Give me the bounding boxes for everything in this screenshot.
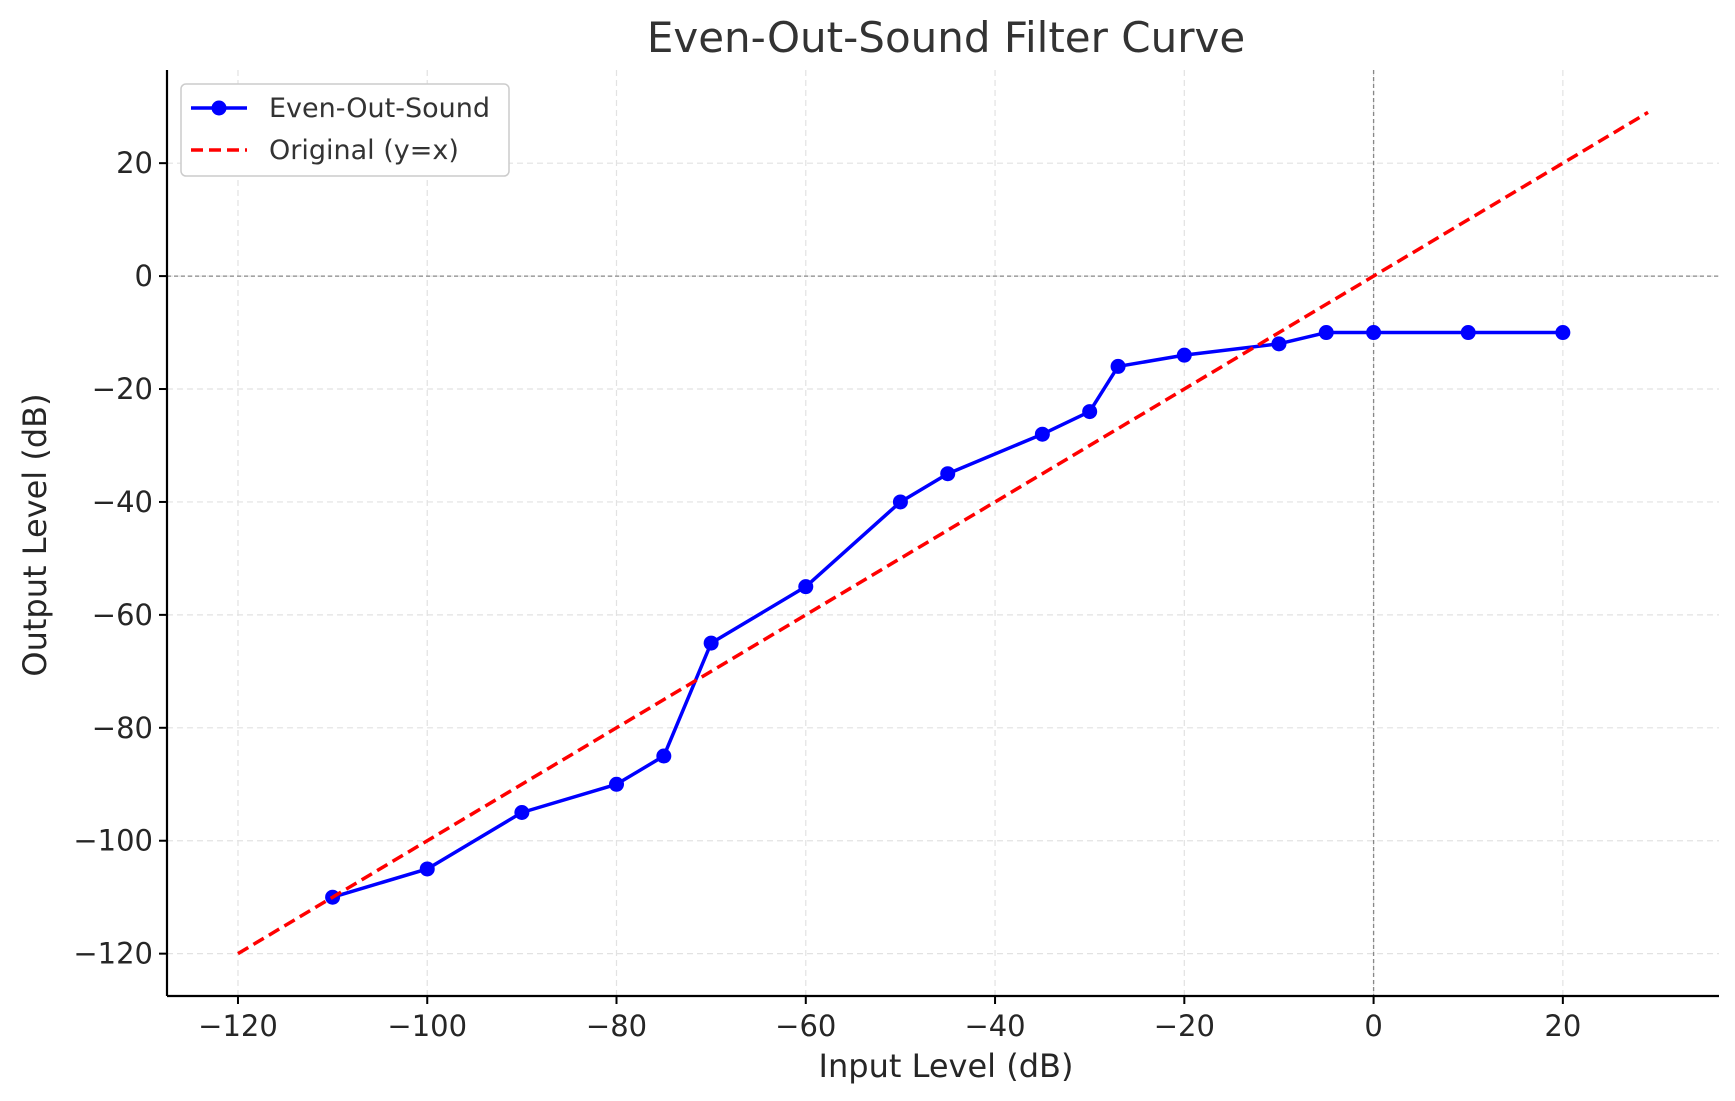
ticks: −120 −100 −80 −60 −40 −20 0 20 −120 −100 −80 −60 −40… bbox=[73, 146, 1581, 1043]
data-point bbox=[1460, 325, 1476, 341]
series-line-0 bbox=[332, 330, 1563, 899]
legend-label-1: Original (y=x) bbox=[269, 135, 459, 166]
legend-marker-0 bbox=[211, 100, 227, 116]
data-point bbox=[1555, 325, 1571, 341]
y-tick-label: 20 bbox=[116, 146, 153, 180]
data-point bbox=[1082, 404, 1098, 420]
x-tick-label: 0 bbox=[1364, 1009, 1382, 1043]
x-tick-label: −60 bbox=[775, 1009, 836, 1043]
reference-lines bbox=[167, 70, 1719, 996]
data-point bbox=[940, 466, 956, 482]
y-tick-label: 0 bbox=[135, 259, 153, 293]
x-tick-label: −120 bbox=[198, 1009, 278, 1043]
data-point bbox=[1271, 336, 1287, 352]
data-point bbox=[1366, 325, 1382, 341]
grid bbox=[167, 70, 1719, 996]
y-tick-label: −40 bbox=[92, 485, 153, 519]
x-tick-label: 20 bbox=[1544, 1009, 1581, 1043]
chart-title: Even-Out-Sound Filter Curve bbox=[647, 13, 1245, 62]
series-layer bbox=[237, 110, 1649, 956]
legend: Even-Out-Sound Original (y=x) bbox=[180, 83, 510, 177]
series-line-1 bbox=[237, 110, 1649, 956]
data-point bbox=[1034, 426, 1050, 442]
x-tick-label: −40 bbox=[964, 1009, 1025, 1043]
data-point bbox=[514, 804, 530, 820]
y-tick-label: −120 bbox=[73, 937, 153, 971]
x-tick-label: −20 bbox=[1154, 1009, 1215, 1043]
data-point bbox=[656, 748, 672, 764]
data-point bbox=[609, 776, 625, 792]
data-point bbox=[1176, 347, 1192, 363]
x-axis-label: Input Level (dB) bbox=[819, 1047, 1074, 1085]
x-tick-label: −80 bbox=[586, 1009, 647, 1043]
y-axis-label: Output Level (dB) bbox=[16, 393, 54, 676]
data-point bbox=[419, 861, 435, 877]
data-point bbox=[703, 635, 719, 651]
y-tick-label: −80 bbox=[92, 711, 153, 745]
data-point bbox=[1318, 325, 1334, 341]
y-tick-label: −20 bbox=[92, 372, 153, 406]
legend-label-0: Even-Out-Sound bbox=[269, 93, 490, 124]
data-point bbox=[892, 494, 908, 510]
x-tick-label: −100 bbox=[387, 1009, 467, 1043]
y-tick-label: −60 bbox=[92, 598, 153, 632]
data-point bbox=[798, 579, 814, 595]
data-point bbox=[1110, 358, 1126, 374]
y-tick-label: −100 bbox=[73, 824, 153, 858]
legend-box bbox=[180, 83, 510, 177]
